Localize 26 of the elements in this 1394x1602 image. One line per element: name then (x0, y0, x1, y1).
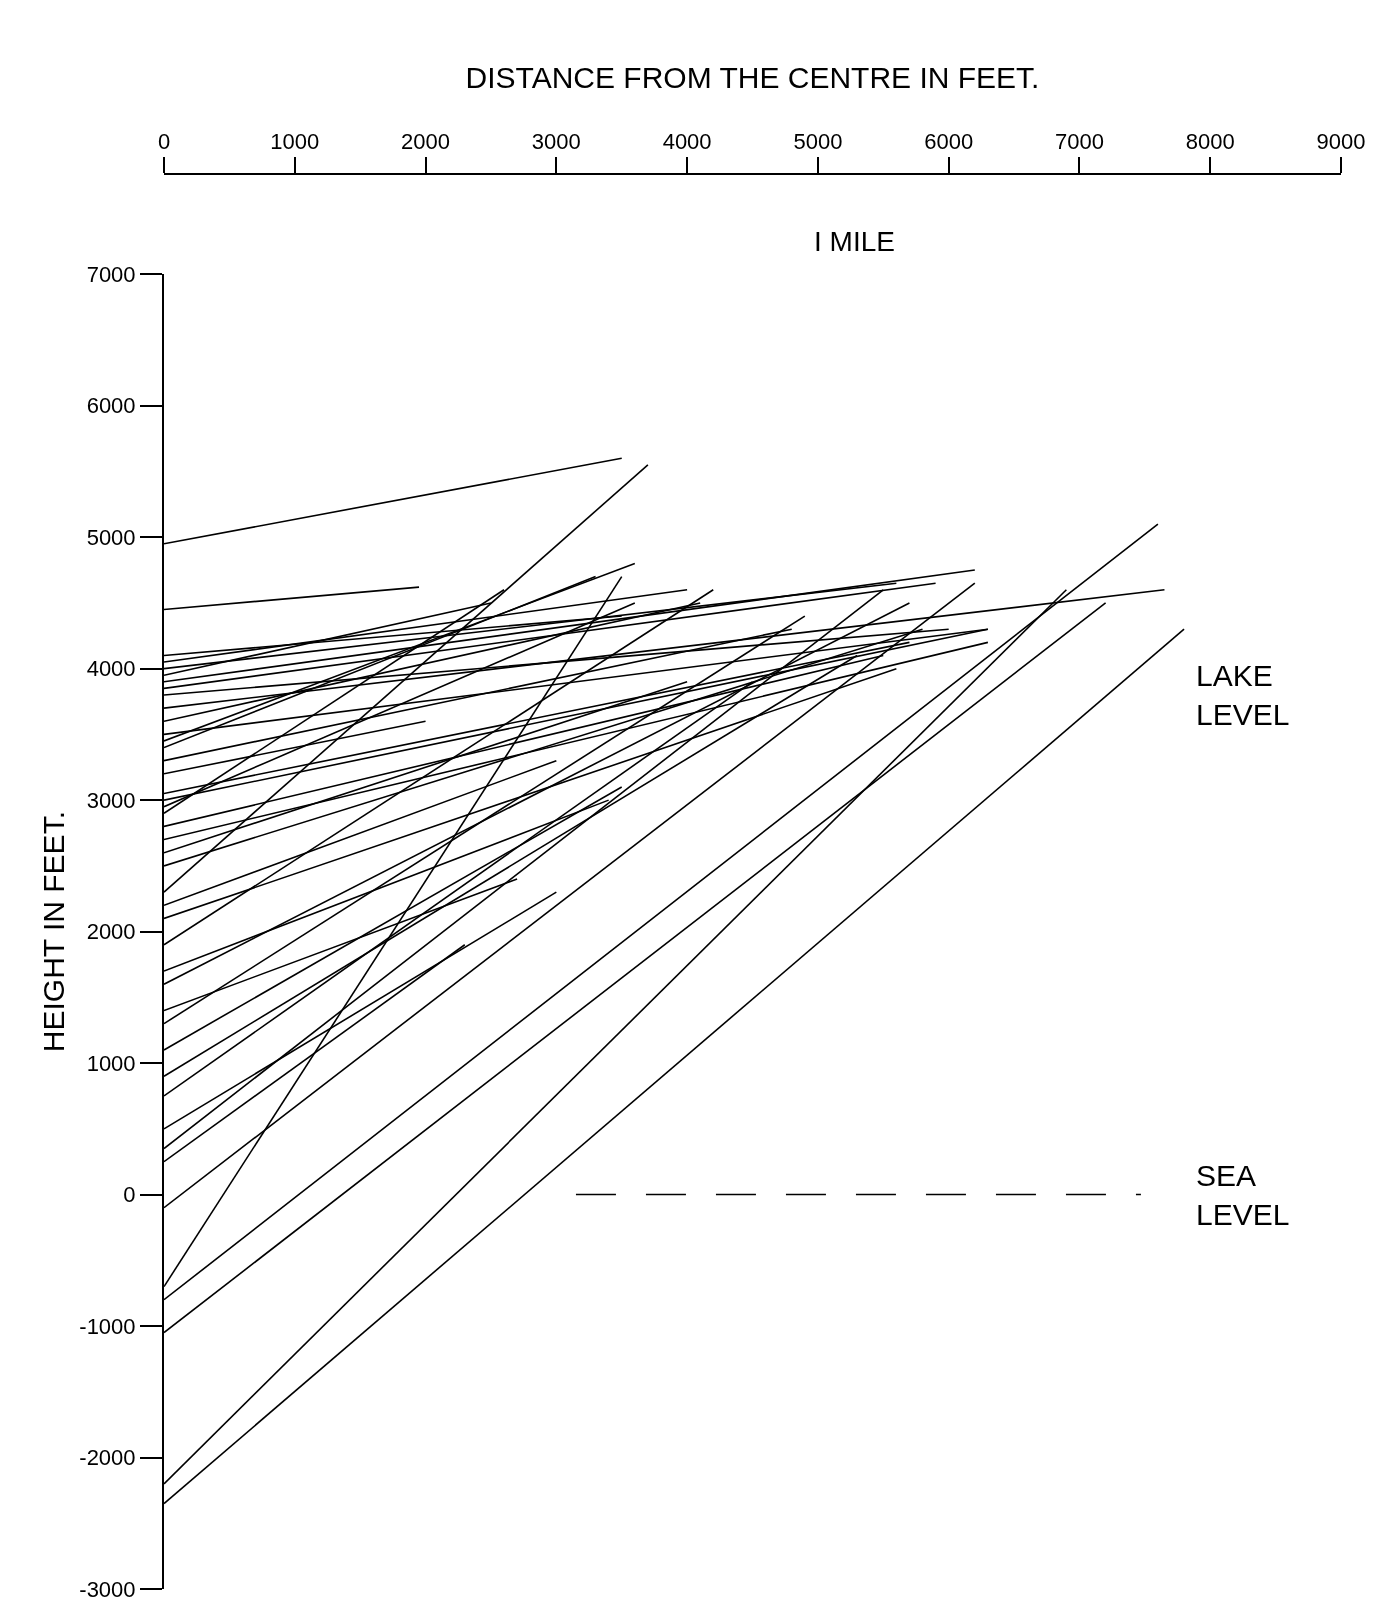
y-tick-label: 5000 (86, 524, 136, 550)
text: I MILE (814, 226, 895, 257)
y-tick-label: 7000 (86, 261, 136, 287)
x-tick-label: 1000 (270, 128, 320, 154)
x-tick-label: 4000 (662, 128, 712, 154)
y-tick-label: 3000 (86, 787, 136, 813)
y-axis-title: HEIGHT IN FEET. (36, 811, 70, 1053)
y-tick-label: 6000 (86, 393, 136, 419)
x-axis-title: DISTANCE FROM THE CENTRE IN FEET. (465, 61, 1040, 95)
x-tick-label: 9000 (1316, 128, 1366, 154)
x-tick-label: 6000 (924, 128, 974, 154)
x-tick-label: 3000 (531, 128, 581, 154)
x-tick-label: 8000 (1185, 128, 1235, 154)
y-tick-label: 1000 (86, 1050, 136, 1076)
y-tick-label: -3000 (79, 1576, 136, 1602)
y-tick-label: -1000 (79, 1313, 136, 1339)
ref-line-label: SEA LEVEL (1196, 1159, 1290, 1231)
x-tick-label: 7000 (1054, 128, 1104, 154)
x-tick-label: 0 (157, 128, 171, 154)
annotation: LAKE LEVEL (1196, 659, 1290, 731)
y-tick-label: -2000 (79, 1445, 136, 1471)
y-tick-label: 0 (123, 1182, 136, 1208)
x-tick-label: 5000 (793, 128, 843, 154)
y-tick-label: 4000 (86, 656, 136, 682)
x-tick-label: 2000 (401, 128, 451, 154)
y-tick-label: 2000 (86, 919, 136, 945)
